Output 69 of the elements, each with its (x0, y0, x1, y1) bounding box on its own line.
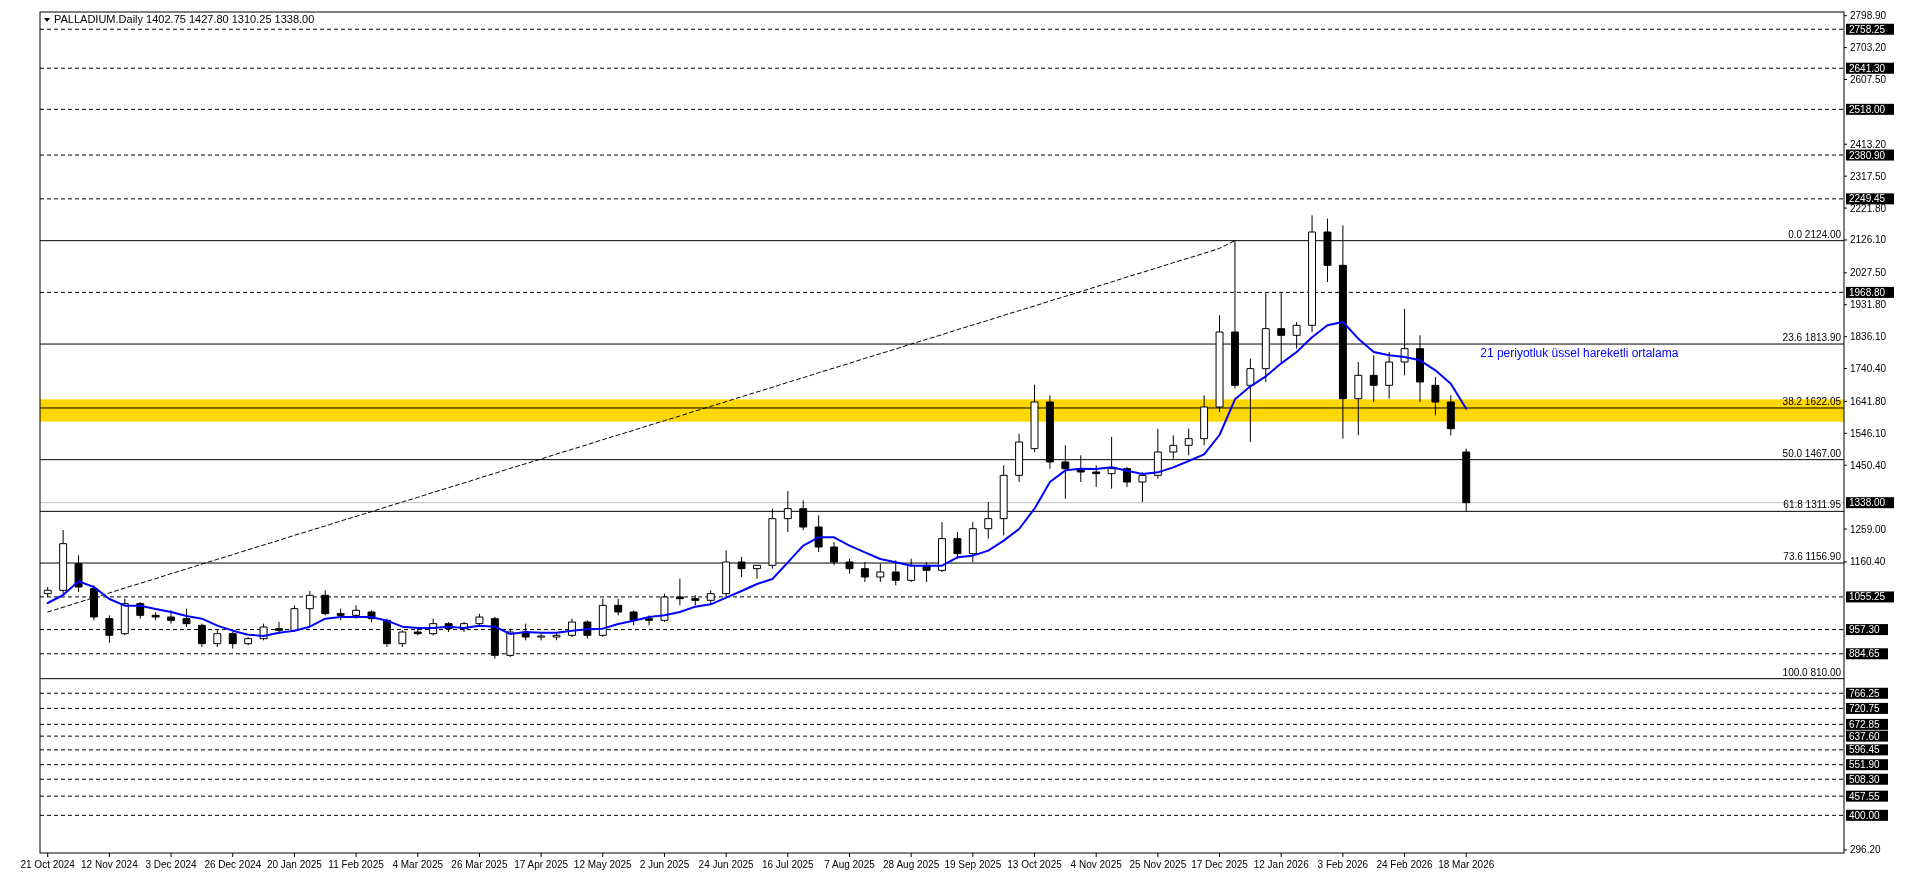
x-tick-label: 20 Jan 2025 (266, 859, 323, 870)
x-tick-label: 25 Nov 2025 (1129, 859, 1187, 870)
x-tick-label: 28 Aug 2025 (883, 859, 940, 870)
ref-line-label: 672.85 (1849, 718, 1881, 730)
y-tick-label: 2317.50 (1850, 170, 1887, 182)
ref-line-label: 596.45 (1849, 744, 1881, 756)
ref-line-label: 637.60 (1849, 730, 1881, 742)
ref-line-label: 61.8 1311.95 (1783, 499, 1842, 511)
ref-line-label: 38.2 1622.05 (1782, 395, 1842, 407)
ref-line-label: 2249.45 (1849, 193, 1886, 205)
x-tick-label: 12 May 2025 (573, 859, 633, 870)
ref-line-label: 551.90 (1849, 759, 1881, 771)
y-tick-label: 2798.90 (1850, 10, 1887, 22)
x-tick-label: 17 Dec 2025 (1191, 859, 1249, 870)
x-tick-label: 21 Oct 2024 (20, 859, 76, 870)
ref-line-label: 50.0 1467.00 (1782, 447, 1842, 459)
x-tick-label: 24 Feb 2026 (1376, 859, 1434, 870)
y-tick-label: 1546.10 (1850, 427, 1887, 439)
ref-line-label: 2380.90 (1849, 149, 1886, 161)
ref-line-label: 957.30 (1849, 624, 1881, 636)
x-tick-label: 12 Nov 2024 (81, 859, 139, 870)
ref-line-label: 23.6 1813.90 (1782, 332, 1842, 344)
ref-line-label: 1055.25 (1849, 591, 1886, 603)
y-tick-label: 296.20 (1850, 844, 1882, 856)
x-tick-label: 26 Mar 2025 (451, 859, 508, 870)
ref-line-label: 1968.80 (1849, 286, 1886, 298)
x-tick-label: 17 Apr 2025 (514, 859, 569, 870)
text: 21 periyotluk üssel hareketli ortalama (1480, 345, 1679, 360)
x-tick-label: 19 Sep 2025 (944, 859, 1002, 870)
y-tick-label: 2221.80 (1850, 202, 1887, 214)
x-tick-label: 3 Dec 2024 (145, 859, 198, 870)
x-tick-label: 18 Mar 2026 (1438, 859, 1495, 870)
x-tick-label: 3 Feb 2026 (1317, 859, 1369, 870)
x-tick-label: 4 Mar 2025 (392, 859, 444, 870)
x-tick-label: 13 Oct 2025 (1007, 859, 1063, 870)
ref-line-label: 884.65 (1849, 648, 1881, 660)
ref-line-label: 2758.25 (1849, 23, 1886, 35)
ref-line-label: 400.00 (1849, 809, 1881, 821)
ref-line-label: 73.6 1156.90 (1783, 551, 1842, 563)
ref-line-label: 100.0 810.00 (1782, 666, 1842, 678)
ref-line-label: 766.25 (1849, 687, 1881, 699)
ref-line-label: 457.55 (1849, 790, 1881, 802)
x-tick-label: 12 Jan 2026 (1253, 859, 1310, 870)
x-tick-label: 24 Jun 2025 (698, 859, 755, 870)
x-tick-label: 16 Jul 2025 (761, 859, 815, 870)
ref-line-label: 1338.00 (1849, 497, 1886, 509)
y-tick-label: 2027.50 (1850, 267, 1887, 279)
ref-line-label: 2518.00 (1849, 103, 1886, 115)
y-tick-label: 1450.40 (1850, 459, 1887, 471)
chart-title: PALLADIUM.Daily 1402.75 1427.80 1310.25 1338.00 (54, 13, 315, 25)
y-tick-label: 2126.10 (1850, 234, 1887, 246)
y-tick-label: 2703.20 (1850, 42, 1887, 54)
y-tick-label: 1836.10 (1850, 331, 1887, 343)
ref-line-label: 508.30 (1849, 773, 1881, 785)
x-tick-label: 2 Jun 2025 (639, 859, 690, 870)
y-tick-label: 1259.00 (1850, 523, 1887, 535)
y-tick-label: 1160.40 (1850, 556, 1886, 568)
x-tick-label: 11 Feb 2025 (328, 859, 385, 870)
x-tick-label: 7 Aug 2025 (824, 859, 876, 870)
ref-line-label: 720.75 (1849, 702, 1881, 714)
y-tick-label: 2607.50 (1850, 74, 1887, 85)
y-tick-label: 1931.80 (1850, 299, 1887, 311)
y-tick-label: 1641.80 (1850, 395, 1887, 407)
x-tick-label: 4 Nov 2025 (1070, 859, 1123, 870)
ref-line-label: 0.0 2124.00 (1788, 228, 1842, 240)
y-tick-label: 1740.40 (1850, 363, 1887, 375)
y-tick-label: 2413.20 (1850, 138, 1887, 150)
x-tick-label: 26 Dec 2024 (204, 859, 262, 870)
ref-line-label: 2641.30 (1849, 62, 1886, 74)
